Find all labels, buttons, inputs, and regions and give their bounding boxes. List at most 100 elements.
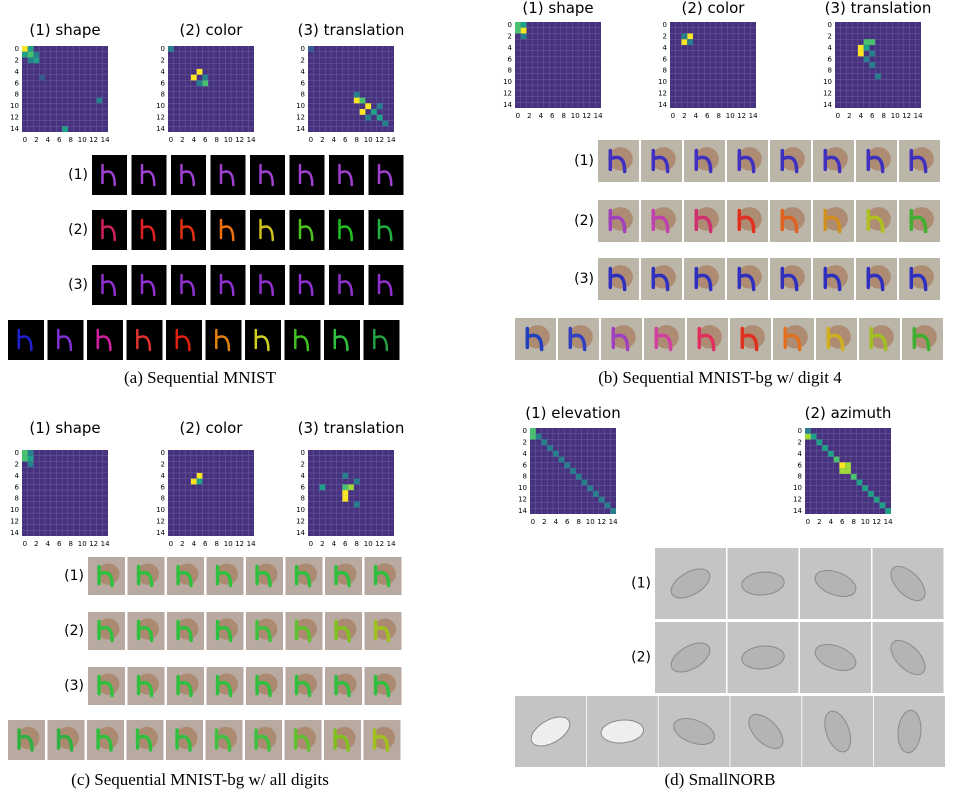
thumbnail [874,696,945,767]
heatmap-title: (2) color [180,419,244,437]
thumbnail [727,258,768,300]
heatmap-cell [33,52,39,58]
thumbnail [641,140,682,182]
y-tick-label: 0 [828,21,832,29]
x-tick-label: 0 [309,136,313,144]
thumbnail [206,320,242,360]
x-tick-label: 2 [180,136,184,144]
thumbnail [641,200,682,242]
heatmap-cell [874,497,880,503]
heatmap-cell [858,45,864,51]
x-tick-label: 12 [872,518,881,526]
y-tick-label: 14 [156,125,165,133]
y-tick-label: 2 [161,56,165,64]
thumbnail [684,140,725,182]
x-tick-label: 8 [214,136,218,144]
heatmap-cell [342,473,348,479]
thumb-bg [369,210,404,250]
thumbnail [329,210,364,250]
y-tick-label: 14 [296,125,305,133]
thumbnail [727,200,768,242]
heatmap-cell [22,46,28,52]
thumbnail [211,155,246,195]
y-tick-label: 2 [15,460,19,468]
y-tick-label: 10 [156,506,165,514]
heatmap-cell [582,480,588,486]
heatmap-cell [681,39,687,45]
thumbnail [285,720,322,760]
thumbnail [324,320,360,360]
y-tick-label: 4 [301,472,306,480]
heatmap-cell [599,497,605,503]
heatmap-cell [197,80,203,86]
heatmap-cell [869,51,875,57]
y-tick-label: 2 [301,460,305,468]
thumbnail [369,155,404,195]
thumbnail [245,320,281,360]
x-tick-label: 0 [169,540,173,548]
thumbnail [329,155,364,195]
thumbnail [365,612,402,650]
x-tick-label: 10 [224,540,233,548]
thumbnail [902,318,943,360]
heatmap-cell [28,456,34,462]
heatmap-cell [521,28,527,34]
heatmap-cell [864,56,870,62]
y-tick-label: 14 [823,101,832,109]
x-tick-label: 14 [749,112,758,120]
x-tick-label: 10 [224,136,233,144]
heatmap-title: (1) elevation [525,404,620,422]
heatmap-cell [342,496,348,502]
y-tick-label: 2 [798,438,802,446]
thumbnail [655,548,726,619]
heatmap-cell [875,74,881,80]
thumbnail [684,258,725,300]
heatmap-cell [530,434,536,440]
y-tick-label: 12 [503,90,512,98]
thumbnail [290,210,325,250]
thumb-bg [48,320,84,360]
thumbnail [325,557,362,595]
heatmap-title: (2) color [180,21,244,39]
thumbnail [127,320,163,360]
y-tick-label: 8 [301,91,305,99]
row-label: (1) [64,568,84,584]
thumbnail [800,548,871,619]
thumb-bg [329,155,364,195]
thumbnail [88,557,125,595]
thumbnail [598,140,639,182]
heatmap-cell [191,75,197,81]
y-tick-label: 10 [10,102,19,110]
thumbnail [364,720,401,760]
thumbnail [48,320,84,360]
y-tick-label: 10 [10,506,19,514]
thumbnail [92,210,127,250]
heatmap-cell [377,103,383,109]
y-tick-label: 0 [15,45,19,53]
x-tick-label: 6 [57,136,62,144]
y-tick-label: 8 [663,67,667,75]
y-tick-label: 12 [156,114,165,122]
heatmap-cell [22,456,28,462]
x-tick-label: 14 [387,136,396,144]
thumb-bg [250,265,285,305]
x-tick-label: 12 [597,518,606,526]
thumbnail [770,140,811,182]
thumbnail [644,318,685,360]
x-tick-label: 14 [101,540,110,548]
heatmap-bg [835,22,921,108]
thumb-bg [369,265,404,305]
thumb-bg [369,155,404,195]
x-tick-label: 8 [576,518,580,526]
heatmap-cell [365,115,371,121]
heatmap-cell [197,479,203,485]
x-tick-label: 12 [582,112,591,120]
heatmap-cell [319,484,325,490]
heatmap-cell [834,457,840,463]
x-tick-label: 8 [716,112,720,120]
y-tick-label: 14 [296,529,305,537]
y-tick-label: 8 [15,495,19,503]
heatmap-cell [864,45,870,51]
heatmap-cell [360,109,366,115]
thumbnail [290,155,325,195]
